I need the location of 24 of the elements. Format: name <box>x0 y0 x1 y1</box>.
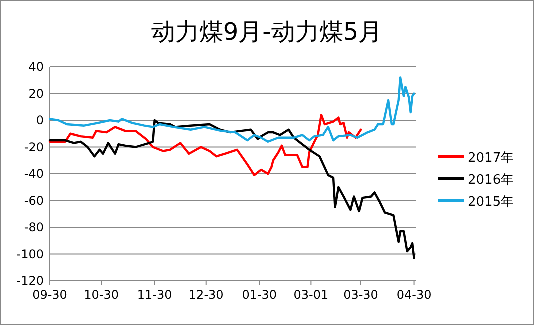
y-tick-label: -60 <box>24 194 44 208</box>
line-series <box>48 119 416 260</box>
y-tick-label: -100 <box>16 247 44 262</box>
y-tick-label: 40 <box>28 60 44 74</box>
y-tick-label: 20 <box>28 86 44 101</box>
line-series <box>48 76 416 143</box>
line-series <box>48 114 362 176</box>
y-tick-label: -20 <box>24 140 44 154</box>
legend-label: 2016年 <box>468 173 514 188</box>
x-tick-label: 12-30 <box>188 288 224 302</box>
y-tick-label: -120 <box>16 274 44 288</box>
legend-label: 2017年 <box>468 151 514 166</box>
x-tick-label: 10-30 <box>84 288 119 302</box>
x-tick-label: 03-30 <box>344 288 378 302</box>
y-tick-label: 0 <box>36 114 44 128</box>
x-tick-label: 09-30 <box>32 288 68 302</box>
legend-label: 2015年 <box>468 195 514 210</box>
x-tick-label: 04-30 <box>396 288 432 302</box>
y-tick-label: -40 <box>24 167 44 181</box>
y-tick-label: -80 <box>24 220 44 234</box>
x-tick-label: 01-30 <box>242 288 278 302</box>
x-tick-label: 11-30 <box>137 288 172 302</box>
chart-title: 动力煤9月-动力煤5月 <box>151 18 383 46</box>
x-tick-label: 03-01 <box>294 288 329 302</box>
